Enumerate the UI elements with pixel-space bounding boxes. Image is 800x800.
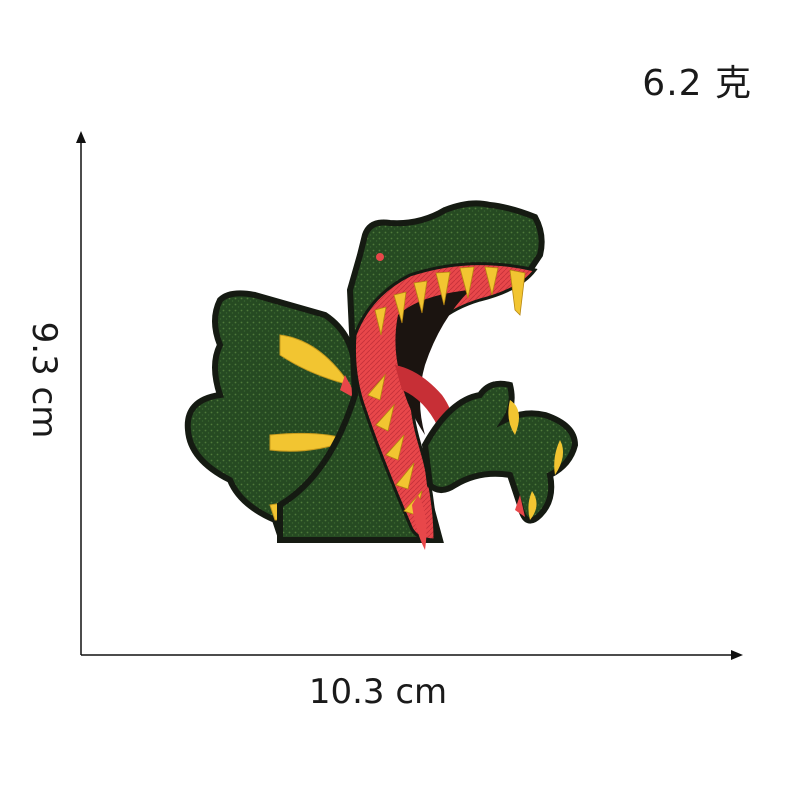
- horizontal-axis-arrow-icon: [731, 650, 743, 660]
- vertical-axis-arrow-icon: [76, 131, 86, 143]
- width-dimension-label: 10.3 cm: [308, 672, 448, 712]
- upper-teeth: [374, 266, 526, 336]
- weight-label: 6.2 克: [642, 63, 752, 104]
- dinosaur-mouth-shape: [352, 262, 538, 550]
- dinosaur-eye: [376, 253, 384, 261]
- right-claw-shape: [421, 380, 579, 524]
- lower-teeth: [367, 373, 423, 516]
- dinosaur-patch-image: [184, 200, 579, 550]
